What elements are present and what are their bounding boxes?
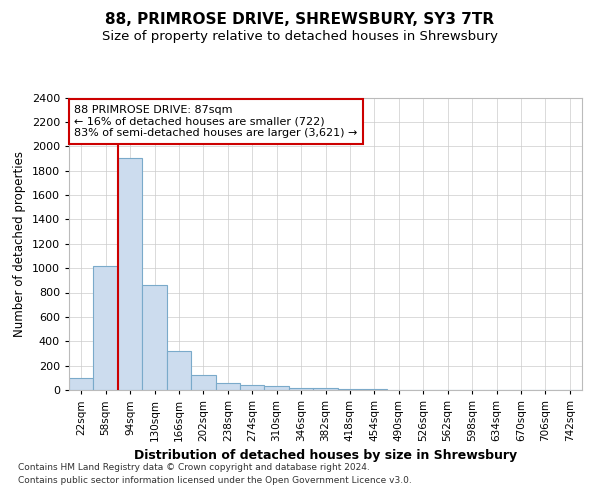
Bar [69, 378, 94, 390]
Text: Size of property relative to detached houses in Shrewsbury: Size of property relative to detached ho… [102, 30, 498, 43]
Bar [118, 158, 142, 390]
Bar [338, 389, 362, 390]
Bar [94, 266, 118, 390]
Text: 88 PRIMROSE DRIVE: 87sqm
← 16% of detached houses are smaller (722)
83% of semi-: 88 PRIMROSE DRIVE: 87sqm ← 16% of detach… [74, 105, 358, 138]
Bar [265, 386, 289, 390]
Text: Contains HM Land Registry data © Crown copyright and database right 2024.: Contains HM Land Registry data © Crown c… [18, 462, 370, 471]
Bar [215, 384, 240, 390]
Bar [191, 376, 215, 390]
Text: Contains public sector information licensed under the Open Government Licence v3: Contains public sector information licen… [18, 476, 412, 485]
X-axis label: Distribution of detached houses by size in Shrewsbury: Distribution of detached houses by size … [134, 450, 517, 462]
Bar [240, 385, 265, 390]
Bar [289, 388, 313, 390]
Text: 88, PRIMROSE DRIVE, SHREWSBURY, SY3 7TR: 88, PRIMROSE DRIVE, SHREWSBURY, SY3 7TR [106, 12, 494, 28]
Bar [167, 351, 191, 390]
Bar [142, 285, 167, 390]
Bar [313, 388, 338, 390]
Y-axis label: Number of detached properties: Number of detached properties [13, 151, 26, 337]
